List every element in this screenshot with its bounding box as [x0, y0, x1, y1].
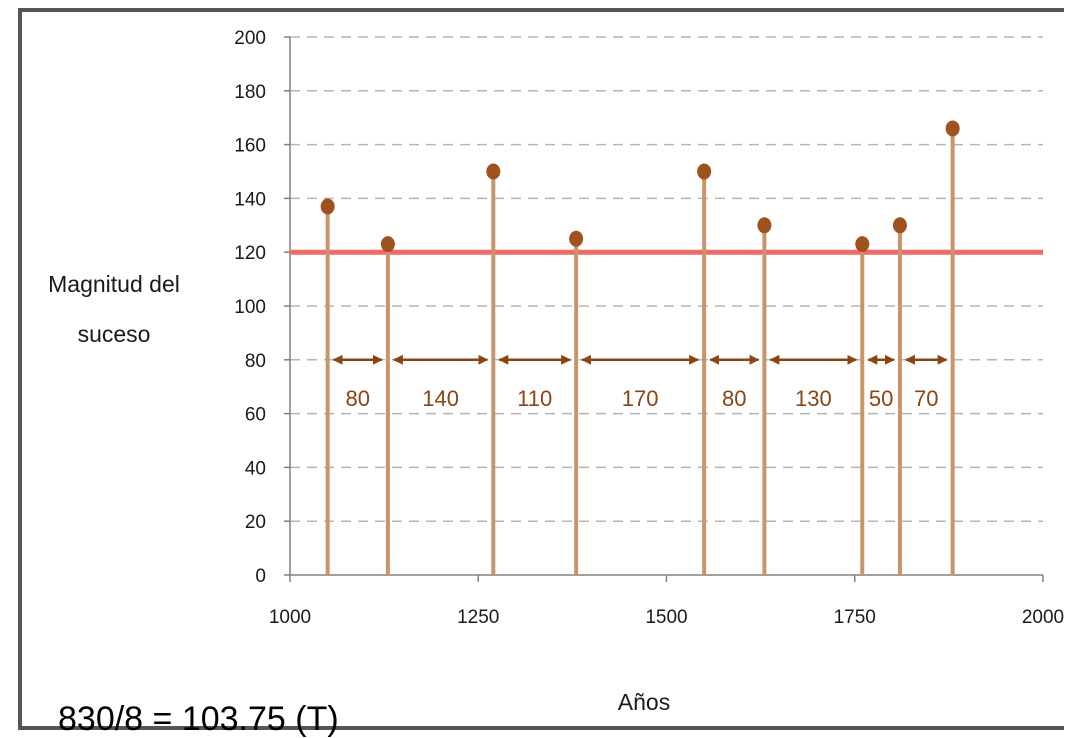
stems — [320, 120, 960, 575]
event-marker — [945, 120, 960, 137]
y-axis-label: suceso — [78, 321, 151, 347]
y-tick-label: 140 — [234, 189, 266, 210]
y-tick-label: 180 — [234, 82, 266, 103]
grid-lines — [290, 36, 1043, 522]
interval-label: 130 — [795, 386, 832, 411]
chart-frame: 80 140 110 170 80 130 50 70 0 20 40 60 80 100 120 140 1… — [18, 8, 1064, 736]
y-tick-label: 200 — [234, 28, 266, 49]
x-tick-label: 2000 — [1022, 607, 1064, 628]
axis-labels: 0 20 40 60 80 100 120 140 160 180 200 1000 1250 1500 1… — [48, 28, 1064, 715]
y-tick-label: 120 — [234, 243, 266, 264]
event-marker — [486, 163, 501, 180]
y-tick-label: 80 — [245, 351, 266, 372]
interval-label: 140 — [422, 386, 459, 411]
x-tick-label: 1000 — [269, 607, 311, 628]
stem-chart: 80 140 110 170 80 130 50 70 0 20 40 60 80 100 120 140 1… — [48, 28, 1064, 715]
event-marker — [855, 236, 870, 253]
x-tick-label: 1750 — [834, 607, 876, 628]
event-marker — [697, 163, 712, 180]
event-marker — [892, 217, 907, 234]
y-tick-label: 40 — [245, 458, 266, 479]
y-tick-label: 20 — [245, 512, 266, 533]
event-marker — [380, 236, 395, 253]
y-tick-label: 160 — [234, 136, 266, 157]
interval-label: 50 — [869, 386, 893, 411]
y-axis-label: Magnitud del — [48, 271, 180, 297]
interval-label: 170 — [622, 386, 659, 411]
x-tick-label: 1250 — [457, 607, 499, 628]
footnote: 830/8 = 103.75 (T) — [58, 700, 339, 738]
interval-label: 70 — [914, 386, 938, 411]
x-axis-label: Años — [618, 689, 670, 715]
event-marker — [757, 217, 772, 234]
interval-arrows: 80 140 110 170 80 130 50 70 — [332, 354, 948, 411]
interval-label: 110 — [517, 386, 552, 411]
y-tick-label: 60 — [245, 405, 266, 426]
y-tick-label: 100 — [234, 297, 266, 318]
y-tick-label: 0 — [255, 566, 266, 587]
interval-label: 80 — [346, 386, 370, 411]
x-tick-label: 1500 — [645, 607, 687, 628]
event-marker — [569, 230, 584, 247]
axes — [284, 36, 1044, 582]
event-marker — [320, 198, 335, 215]
interval-label: 80 — [722, 386, 746, 411]
